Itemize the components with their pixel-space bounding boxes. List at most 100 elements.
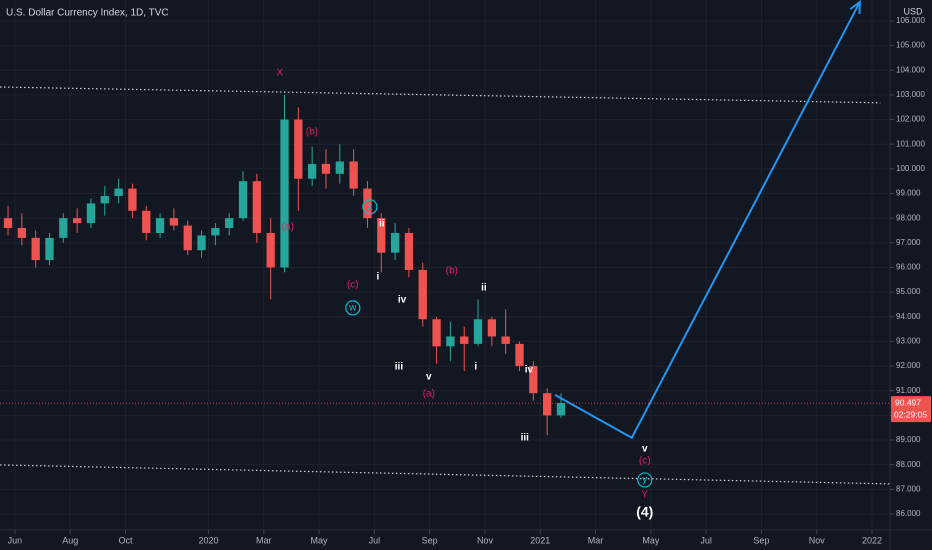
y-tick-label: 92.000	[896, 361, 921, 370]
wave-label: (a)	[282, 222, 294, 233]
grid	[0, 0, 890, 530]
wave-label: (a)	[423, 389, 435, 400]
chart-title: U.S. Dollar Currency Index, 1D, TVC	[6, 8, 169, 19]
candle-body	[197, 235, 206, 251]
wave-label: i	[474, 361, 477, 372]
y-tick-label: 104.000	[896, 65, 925, 74]
candle-body	[45, 237, 54, 261]
wave-label: x	[367, 201, 372, 212]
x-tick-label: May	[642, 535, 660, 545]
candle-body	[446, 336, 455, 347]
y-tick-label: 93.000	[896, 337, 921, 346]
candle-body	[128, 188, 137, 211]
trendline	[0, 86, 881, 104]
x-tick-label: Aug	[62, 535, 78, 545]
y-tick-label: 88.000	[896, 460, 921, 469]
candle-body	[529, 366, 538, 394]
wave-label: iv	[525, 365, 534, 376]
candle-body	[86, 203, 96, 224]
candle-body	[114, 188, 123, 196]
x-tick-label: Oct	[119, 535, 134, 545]
candle-body	[308, 163, 317, 179]
trendline	[0, 464, 891, 485]
wave-label: ii	[379, 218, 385, 229]
y-tick-label: 86.000	[896, 509, 921, 518]
currency: USD	[903, 6, 923, 16]
y-tick-label: 106.000	[896, 16, 925, 25]
candle-body	[238, 181, 248, 219]
candle-body	[100, 195, 109, 204]
candle-body	[377, 218, 386, 253]
x-tick-label: 2021	[530, 535, 550, 545]
y-tick-label: 99.000	[896, 189, 921, 198]
wave-label: w	[348, 303, 357, 314]
wave-circle	[345, 300, 361, 316]
candle-body	[155, 218, 165, 233]
candle-body	[432, 319, 441, 347]
x-tick-label: Jul	[369, 535, 381, 545]
candle-body	[473, 319, 483, 344]
candle-body	[363, 188, 372, 219]
wave-circle	[362, 199, 378, 215]
y-tick-label: 101.000	[896, 139, 925, 148]
x-tick-label: 2022	[862, 535, 882, 545]
wave-label: (c)	[347, 280, 359, 291]
candle-body	[515, 343, 524, 367]
y-tick-label: 87.000	[896, 484, 921, 493]
y-tick-label: 96.000	[896, 263, 921, 272]
wave-label: y	[642, 475, 647, 486]
projection-line	[554, 1, 861, 440]
y-tick-label: 89.000	[896, 435, 921, 444]
wave-label: (c)	[639, 456, 651, 467]
y-tick-label: 94.000	[896, 312, 921, 321]
last-price-box	[891, 396, 931, 423]
x-tick-label: Sep	[753, 535, 769, 545]
x-tick-label: Jul	[700, 535, 712, 545]
candle-body	[211, 228, 220, 236]
y-tick-label: 91.000	[896, 386, 921, 395]
wave-label: (b)	[446, 266, 458, 277]
x-tick-label: 2020	[198, 535, 218, 545]
y-tick-label: 102.000	[896, 115, 925, 124]
candle-body	[543, 393, 552, 416]
wave-label: iii	[395, 361, 404, 372]
candle-body	[17, 228, 26, 238]
candle-body	[335, 161, 344, 174]
x-tick-label: May	[311, 535, 329, 545]
candle-body	[349, 161, 358, 189]
candle-body	[3, 218, 13, 229]
candle-body	[294, 119, 303, 179]
x-tick-label: Jun	[8, 535, 23, 545]
wave-label: v	[426, 372, 432, 383]
wave-label: (b)	[306, 127, 318, 138]
y-tick-label: 100.000	[896, 164, 925, 173]
candle-body	[266, 232, 275, 268]
candle-body	[321, 163, 331, 174]
y-tick-label: 103.000	[896, 90, 925, 99]
wave-label: Y	[641, 490, 648, 501]
wave-label: ii	[481, 283, 487, 294]
wave-label: i	[377, 271, 380, 282]
wave-label: v	[642, 444, 648, 455]
y-tick-label: 105.000	[896, 41, 925, 50]
x-tick-label: Mar	[256, 535, 272, 545]
marks	[0, 0, 891, 485]
candle-body	[460, 336, 469, 344]
x-tick-label: Nov	[477, 535, 494, 545]
labels: 86.00087.00088.00089.00090.00091.00092.0…	[8, 16, 931, 545]
x-tick-label: Sep	[422, 535, 438, 545]
candle-body	[225, 218, 234, 229]
wave-label: X	[276, 68, 283, 79]
wave-label: (4)	[636, 504, 653, 520]
candle-body	[31, 237, 40, 261]
wave-circle	[637, 472, 653, 488]
candle-body	[404, 232, 414, 270]
candle-body	[169, 218, 179, 226]
x-tick-label: Nov	[809, 535, 826, 545]
projection-arrowhead	[849, 0, 861, 14]
candle-body	[72, 218, 82, 224]
candle-body	[390, 232, 400, 253]
candle-body	[252, 181, 262, 233]
